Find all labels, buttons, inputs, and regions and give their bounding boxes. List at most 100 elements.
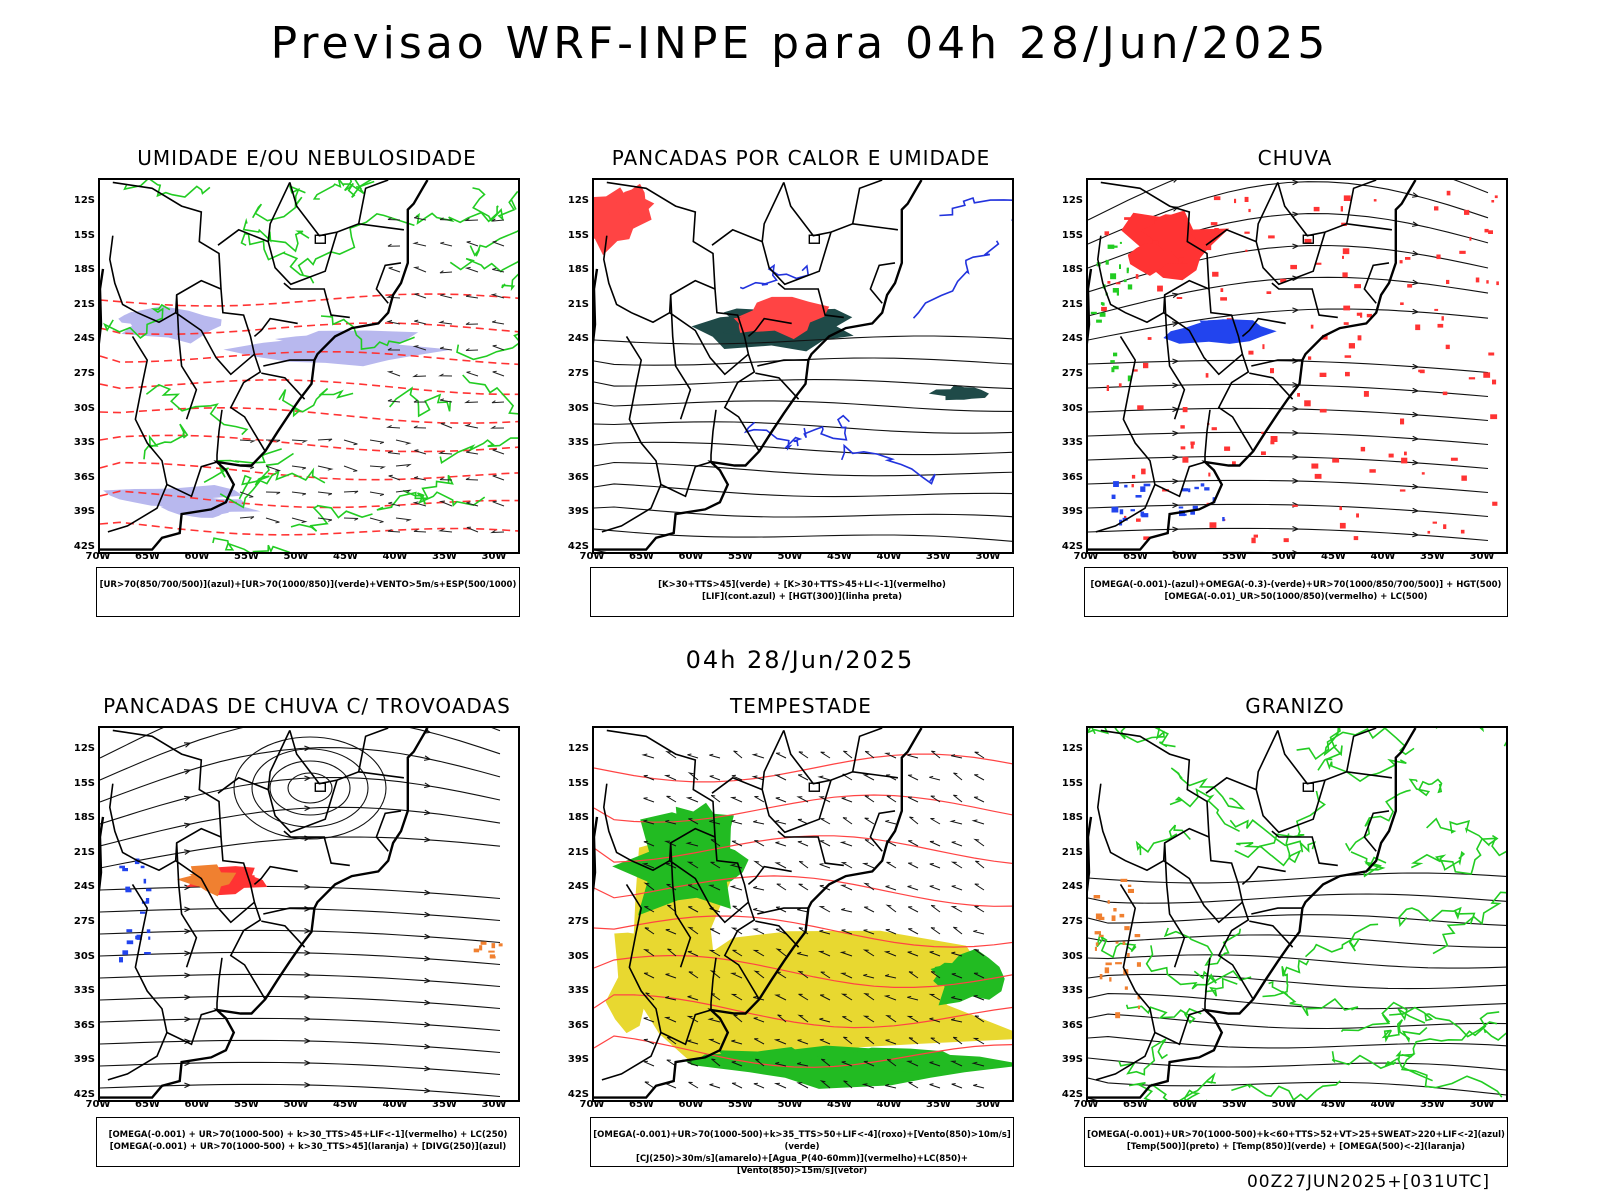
rain-fill bbox=[1319, 372, 1327, 377]
streamline-arrow bbox=[1292, 550, 1298, 552]
streamline-arrow bbox=[183, 742, 191, 748]
wind-vector bbox=[752, 949, 765, 957]
lat-tick-label: 39S bbox=[73, 1054, 95, 1066]
rain-fill bbox=[1399, 260, 1403, 264]
wind-vector bbox=[774, 774, 787, 781]
temp850-contour bbox=[1268, 980, 1359, 1017]
rain-fill bbox=[1446, 190, 1451, 196]
rain-fill bbox=[1118, 383, 1122, 387]
wind-vector bbox=[666, 1036, 677, 1045]
rain-fill bbox=[1400, 418, 1405, 425]
humidity-contour bbox=[320, 315, 415, 351]
lon-tick-label: 65W bbox=[1123, 1099, 1148, 1110]
wind-vector bbox=[931, 750, 941, 759]
humidity-fill bbox=[160, 496, 261, 516]
streamline-arrow bbox=[304, 972, 311, 978]
wind-vector bbox=[688, 1081, 699, 1089]
lat-tick-label: 33S bbox=[73, 437, 95, 449]
lat-tick-label: 15S bbox=[1061, 777, 1083, 789]
humidity-contour bbox=[123, 180, 211, 198]
omega500-fill bbox=[1109, 977, 1112, 982]
lon-tick-label: 45W bbox=[827, 1099, 852, 1110]
wind-vector bbox=[974, 883, 985, 891]
wind-vector bbox=[665, 928, 677, 935]
streamline-arrow bbox=[1292, 211, 1299, 218]
country-border bbox=[1096, 235, 1165, 324]
rain-fill bbox=[1310, 324, 1314, 329]
rain-fill bbox=[1313, 206, 1320, 212]
lon-tick-label: 40W bbox=[382, 551, 408, 562]
humidity-contour bbox=[469, 230, 518, 257]
streamline-arrow bbox=[1172, 478, 1179, 485]
lon-tick-label: 40W bbox=[876, 1099, 902, 1110]
country-border bbox=[669, 842, 692, 968]
wind-vector bbox=[864, 795, 875, 803]
rain-fill bbox=[1244, 231, 1250, 234]
streamline-arrow bbox=[304, 884, 311, 890]
streamline bbox=[100, 728, 501, 781]
lon-tick-label: 55W bbox=[1222, 551, 1247, 562]
storm-fill bbox=[221, 872, 263, 886]
wind-vector bbox=[386, 295, 401, 299]
thickness-contour bbox=[100, 490, 518, 509]
humidity-contour bbox=[462, 374, 518, 415]
temp850-contour bbox=[1118, 1038, 1168, 1076]
rain-fill bbox=[1154, 220, 1157, 225]
lon-tick-label: 55W bbox=[234, 1099, 259, 1110]
omega500-fill bbox=[1111, 915, 1116, 921]
wind-vector bbox=[688, 818, 699, 825]
mid-title: 04h 28/Jun/2025 bbox=[685, 646, 915, 674]
wind-vector bbox=[929, 840, 941, 847]
wind-vector bbox=[414, 449, 427, 455]
wind-vector bbox=[839, 841, 853, 847]
streamline-arrow bbox=[1412, 192, 1419, 198]
rain-fill bbox=[1211, 427, 1217, 431]
wind-vector bbox=[798, 993, 809, 1001]
wind-vector bbox=[908, 1037, 919, 1045]
rain-fill bbox=[1400, 302, 1404, 305]
rain-fill bbox=[1251, 537, 1256, 544]
lif-contour bbox=[912, 240, 1000, 319]
legend-line: [CJ(250)>30m/s](amarelo)+[Agua_P(40-60mm… bbox=[635, 1154, 969, 1176]
wind-vector bbox=[885, 928, 897, 935]
wind-vector bbox=[709, 928, 721, 935]
rain-fill bbox=[1190, 511, 1195, 515]
wind-vector bbox=[707, 1038, 721, 1045]
rain-fill bbox=[1208, 472, 1211, 477]
wind-vector bbox=[688, 906, 699, 913]
lat-tick-label: 30S bbox=[1061, 950, 1083, 962]
wind-vector bbox=[387, 243, 401, 247]
rain-fill bbox=[1340, 206, 1343, 212]
lon-tick-label: 30W bbox=[481, 1099, 507, 1110]
rain-fill bbox=[1460, 529, 1465, 534]
wind-vector bbox=[369, 439, 384, 445]
streamline-arrow bbox=[304, 1060, 311, 1066]
convection-fill bbox=[928, 384, 989, 401]
rain-fill bbox=[1366, 313, 1372, 318]
rain-fill bbox=[1450, 457, 1458, 461]
wind-vector bbox=[665, 819, 677, 825]
streamline-arrow bbox=[1412, 435, 1419, 442]
divergence-fill bbox=[146, 888, 152, 892]
wind-vector bbox=[885, 904, 897, 913]
lc850-contour bbox=[594, 1035, 1012, 1068]
rain-fill bbox=[1342, 255, 1344, 259]
rain-fill bbox=[1342, 248, 1350, 255]
country-border bbox=[289, 730, 405, 785]
lon-tick-label: 65W bbox=[1123, 551, 1148, 562]
rain-fill bbox=[1315, 262, 1322, 265]
wind-vector bbox=[861, 862, 875, 869]
country-border bbox=[174, 827, 255, 924]
country-border bbox=[112, 181, 222, 290]
country-border bbox=[710, 409, 717, 462]
lat-tick-label: 24S bbox=[567, 881, 589, 893]
wind-vector bbox=[465, 348, 479, 351]
streamline bbox=[1088, 383, 1489, 398]
rain-fill bbox=[1459, 250, 1466, 254]
wind-vector bbox=[753, 820, 765, 825]
rain-fill bbox=[1304, 238, 1312, 243]
humidity-contour bbox=[278, 387, 354, 418]
lon-tick-label: 35W bbox=[926, 551, 951, 562]
wind-vector bbox=[731, 1061, 743, 1067]
rain-fill bbox=[1441, 316, 1444, 321]
